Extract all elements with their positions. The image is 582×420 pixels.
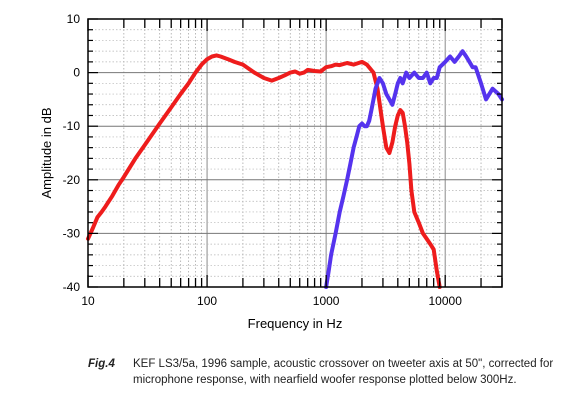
series-line-red [86, 53, 442, 289]
series-layer [86, 49, 504, 289]
x-tick-label: 1000 [313, 294, 340, 308]
y-tick-label: -40 [63, 280, 81, 294]
y-tick-labels: 10 0 -10 -20 -30 -40 [63, 12, 81, 294]
tick-marks [87, 18, 503, 288]
y-axis-label: Amplitude in dB [39, 107, 54, 198]
x-tick-label: 10000 [429, 294, 463, 308]
grid [87, 18, 503, 288]
plot-frame [87, 18, 503, 288]
x-axis-label: Frequency in Hz [248, 316, 343, 331]
y-tick-label: 0 [73, 66, 80, 80]
x-tick-labels: 10 100 1000 10000 [81, 294, 462, 308]
frequency-response-chart: 10 100 1000 10000 100-10-20-30-40 Frequency… [39, 12, 504, 331]
y-tick-label: -10 [63, 119, 81, 133]
figure-caption-label: Fig.4 [88, 358, 115, 370]
y-tick-label: -20 [63, 173, 81, 187]
y-tick-label: 10 [67, 12, 81, 26]
x-tick-label: 100 [197, 294, 217, 308]
x-tick-label: 10 [81, 294, 95, 308]
figure-caption-text: KEF LS3/5a, 1996 sample, acoustic crosso… [133, 358, 554, 386]
y-tick-label: -30 [63, 226, 81, 240]
series-line-blue [324, 49, 504, 289]
